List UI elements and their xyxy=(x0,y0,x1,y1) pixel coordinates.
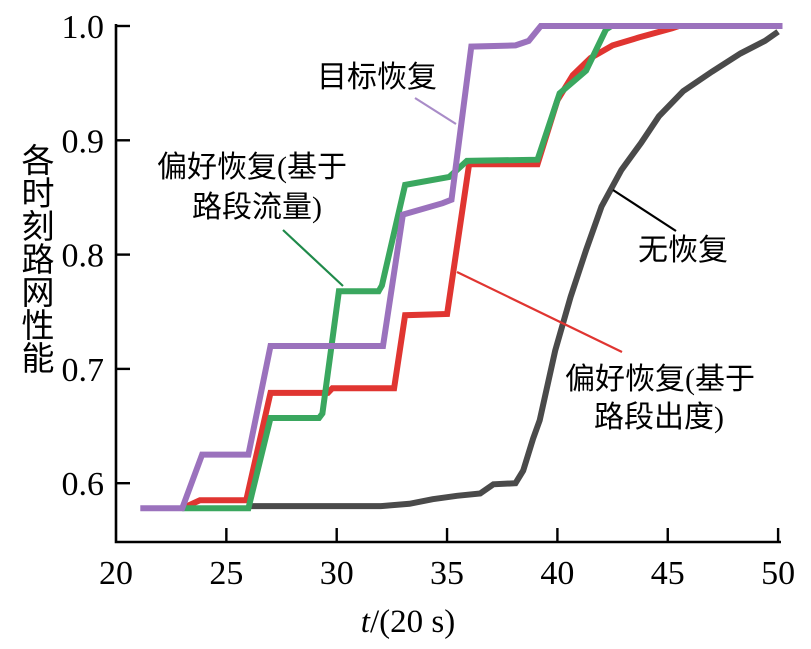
annotation-label-no-recovery-line1: 无恢复 xyxy=(638,234,728,267)
callout-line-no-recovery xyxy=(612,189,677,232)
x-tick-label-45: 45 xyxy=(651,555,685,592)
y-tick-label-0.7: 0.7 xyxy=(62,352,105,389)
y-tick-label-1.0: 1.0 xyxy=(62,9,105,46)
y-axis-title-char: 网 xyxy=(22,276,55,312)
y-axis-title-char: 性 xyxy=(22,308,55,345)
y-tick-label-0.6: 0.6 xyxy=(62,466,105,503)
axis-spines xyxy=(114,24,781,544)
x-tick-label-25: 25 xyxy=(209,555,243,592)
y-axis-title-char: 各 xyxy=(22,143,55,180)
x-tick-label-20: 20 xyxy=(99,555,133,592)
callout-line-preference-recovery-link-outdegree xyxy=(456,271,623,353)
x-tick-label-50: 50 xyxy=(761,555,795,592)
series-line-目标恢复 xyxy=(140,23,783,512)
y-tick-label-0.8: 0.8 xyxy=(62,238,105,275)
annotation-label-preference-recovery-link-outdegree-line2: 路段出度) xyxy=(594,401,724,434)
series-line-无恢复 xyxy=(248,29,780,510)
series-line-偏好恢复(基于路段流量) xyxy=(182,23,781,512)
y-axis-title-char: 能 xyxy=(22,341,55,378)
annotation-label-preference-recovery-link-outdegree-line1: 偏好恢复(基于 xyxy=(565,363,755,396)
annotation-label-target-recovery-line1: 目标恢复 xyxy=(317,61,437,94)
series-line-偏好恢复(基于路段出度) xyxy=(180,23,781,512)
callout-line-preference-recovery-link-flow xyxy=(282,229,344,287)
callout-line-target-recovery xyxy=(414,97,457,125)
x-axis-title: t/(20 s) xyxy=(361,604,455,640)
y-axis-title-char: 时 xyxy=(22,177,55,213)
y-axis-title-char: 路 xyxy=(22,242,55,279)
y-tick-label-0.9: 0.9 xyxy=(62,123,105,160)
series-lines xyxy=(140,23,783,512)
y-axis-title-char: 刻 xyxy=(22,209,55,246)
x-tick-label-40: 40 xyxy=(540,555,574,592)
axes xyxy=(114,24,781,544)
x-tick-label-30: 30 xyxy=(320,555,354,592)
x-tick-label-35: 35 xyxy=(430,555,464,592)
annotation-label-preference-recovery-link-flow-line1: 偏好恢复(基于 xyxy=(157,151,347,184)
tick-labels: 20 25 30 35 40 45 50 0.6 0.7 0.8 0.9 1.0 xyxy=(62,9,796,592)
annotation-label-preference-recovery-link-flow-line2: 路段流量) xyxy=(192,191,322,224)
